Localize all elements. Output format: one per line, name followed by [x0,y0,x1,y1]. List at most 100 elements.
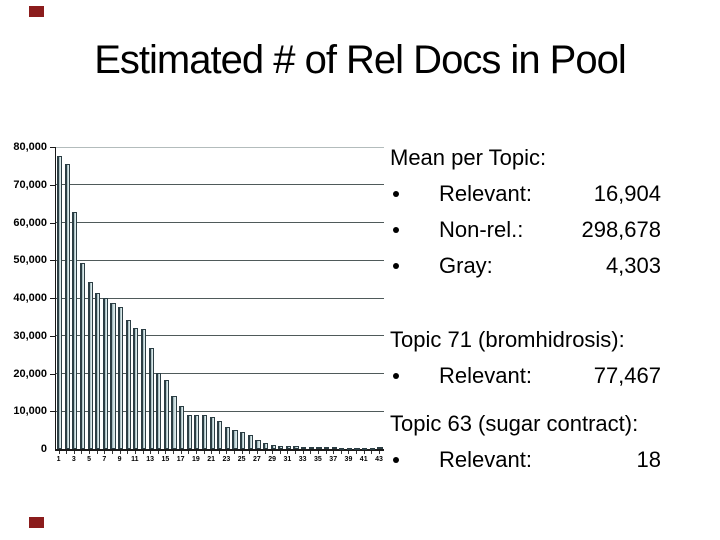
x-axis-label: 31 [283,456,292,463]
x-axis-tick [111,451,113,454]
y-axis-tick [50,222,55,224]
x-axis-tick [356,451,358,454]
x-axis-tick [234,451,236,454]
bar [72,212,78,449]
stat-row: Relevant: 18 [390,442,661,478]
x-axis-tick [279,451,281,454]
stat-label: Non-rel.: [439,217,524,242]
bar [179,405,185,449]
x-axis-tick [302,451,304,454]
bar-chart: 0 10,000 20,000 30,000 40,000 50,000 60,000 70,… [0,140,392,485]
x-axis-tick [73,451,75,454]
bar [118,307,124,449]
y-axis-label: 10,000 [13,405,47,418]
bar [247,434,253,449]
y-axis-tick [50,335,55,337]
bar [369,447,375,450]
stat-row: Non-rel.: 298,678 [390,212,661,248]
y-axis-label: 30,000 [13,329,47,342]
bar [133,327,139,449]
x-axis-label: 33 [298,456,307,463]
x-axis-label: 7 [102,456,107,463]
gridline [56,297,384,299]
bar [262,443,269,449]
bar [209,416,215,449]
stat-label: Gray: [439,253,493,278]
x-axis-tick [157,451,159,454]
bar [308,447,314,450]
stat-value: 298,678 [581,217,661,242]
x-axis-tick [180,451,182,454]
x-axis-tick [119,451,121,454]
x-axis-tick [173,451,175,454]
stat-label: Relevant: [439,363,532,388]
y-axis-tick [50,147,55,148]
bar [240,432,246,449]
stat-value: 4,303 [605,253,661,278]
x-axis-tick [241,451,243,454]
x-axis-tick [226,451,228,454]
gridline [56,184,384,186]
x-axis-tick [89,451,91,454]
bar [87,281,93,449]
stat-block-mean-per-topic: Mean per Topic: Relevant: 16,904 Non-rel… [390,140,720,284]
bar [232,429,238,449]
bar [285,445,292,449]
x-axis-label: 35 [314,456,322,463]
bullet-icon [393,457,399,463]
corner-mark-bottom-left [29,517,44,528]
bar [377,447,383,450]
y-axis-label: 70,000 [13,178,47,191]
x-axis-tick [188,451,190,454]
y-axis-tick [50,260,55,262]
bar [201,415,208,449]
x-axis-tick [363,451,365,454]
bar [293,445,299,449]
x-axis-label: 19 [191,456,200,463]
stat-block-topic-63: Topic 63 (sugar contract): Relevant: 18 [390,406,720,478]
x-axis-tick [264,451,266,454]
x-axis-tick [272,451,274,454]
x-axis-label: 17 [176,456,185,463]
gridline [56,410,384,412]
x-axis-tick [195,451,197,454]
y-axis-label: 20,000 [13,367,47,380]
bar [362,447,368,450]
bar [255,439,261,449]
y-axis-label: 0 [40,443,47,455]
bar [57,156,63,449]
stat-value: 16,904 [593,181,661,206]
bar [323,447,330,450]
corner-mark-top-left [29,6,44,17]
bar [224,427,230,449]
gridline [56,373,384,374]
block-heading: Topic 63 (sugar contract): [390,411,639,436]
x-axis-tick [81,451,83,454]
x-axis-label: 15 [161,456,170,463]
bar [163,379,169,449]
bar [102,297,108,449]
stat-row: Relevant: 77,467 [390,358,661,394]
x-axis-tick [211,451,213,454]
x-axis-label: 37 [329,456,338,463]
bullet-icon [393,373,399,379]
x-axis-label: 41 [359,456,368,463]
bullet-icon [393,227,399,233]
x-axis-label: 1 [56,456,61,463]
stat-value: 77,467 [593,363,661,388]
stat-label: Relevant: [439,447,532,472]
bar [110,302,116,449]
x-axis-tick [371,451,373,454]
x-axis-label: 43 [375,456,383,463]
stat-value: 18 [636,447,661,472]
bar [331,447,337,450]
x-axis-tick [134,451,136,454]
bar [354,447,360,450]
x-axis-tick [295,451,297,454]
stat-block-topic-71: Topic 71 (bromhidrosis): Relevant: 77,46… [390,322,720,394]
x-axis-tick [287,451,289,454]
stat-row: Relevant: 16,904 [390,176,661,212]
y-axis-label: 80,000 [13,141,47,153]
x-axis-label: 3 [71,456,76,463]
block-heading: Mean per Topic: [390,145,547,170]
